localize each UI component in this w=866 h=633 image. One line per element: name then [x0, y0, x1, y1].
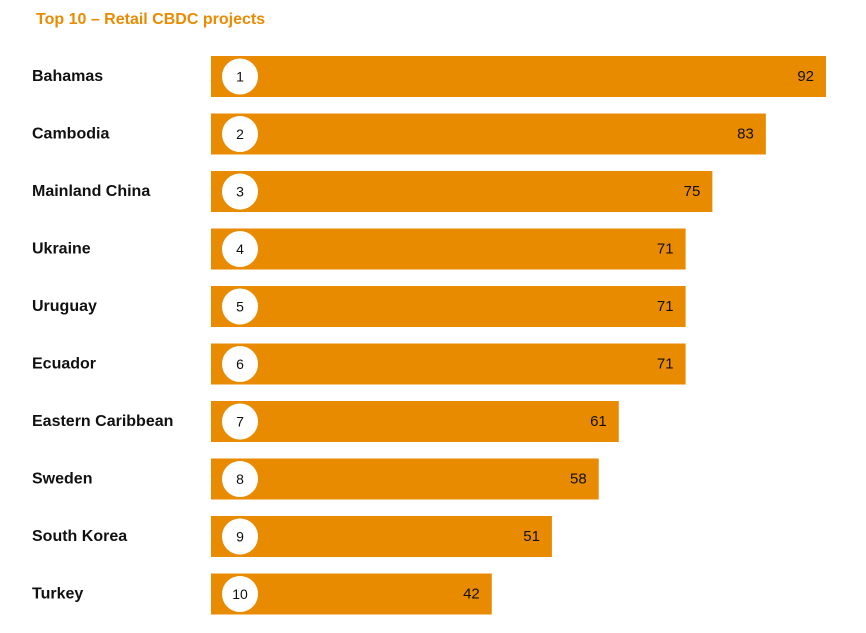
bar [211, 228, 686, 270]
bar-row: Turkey 10 42 [32, 573, 492, 615]
rank-badge [222, 173, 258, 210]
bar-row: South Korea 9 51 [32, 516, 552, 557]
bar-row: Ecuador 6 71 [32, 343, 686, 385]
rank-label: 2 [236, 126, 244, 142]
bar-row: Mainland China 3 75 [32, 171, 713, 212]
bar [211, 286, 686, 327]
rank-badge [222, 346, 258, 382]
rank-badge [222, 403, 258, 440]
bar [211, 343, 686, 385]
category-label: Uruguay [32, 298, 97, 315]
rank-badge [222, 461, 258, 497]
chart-title: Top 10 – Retail CBDC projects [36, 11, 266, 28]
rank-badge [222, 576, 258, 612]
value-label: 92 [797, 68, 814, 85]
value-label: 61 [590, 413, 607, 430]
bar-row: Cambodia 2 83 [32, 113, 766, 155]
value-label: 75 [684, 183, 701, 200]
value-label: 51 [523, 528, 540, 545]
bar-row: Sweden 8 58 [32, 458, 599, 500]
bar-row: Uruguay 5 71 [32, 286, 686, 327]
category-label: Turkey [32, 586, 83, 603]
rank-badge [222, 58, 258, 95]
rank-label: 4 [236, 241, 244, 257]
value-label: 83 [737, 126, 754, 143]
category-label: Ecuador [32, 356, 96, 373]
bar-row: Ukraine 4 71 [32, 228, 686, 270]
value-label: 71 [657, 356, 674, 373]
value-label: 71 [657, 241, 674, 258]
value-label: 71 [657, 298, 674, 315]
rank-badge [222, 231, 258, 267]
category-label: Ukraine [32, 241, 91, 258]
bar [211, 171, 713, 212]
value-label: 58 [570, 471, 587, 488]
rank-label: 9 [236, 529, 244, 545]
rank-label: 3 [236, 184, 244, 200]
value-label: 42 [463, 586, 480, 603]
rank-badge [222, 116, 258, 152]
category-label: Mainland China [32, 183, 150, 200]
category-label: Eastern Caribbean [32, 413, 173, 430]
bar [211, 516, 552, 557]
category-label: Cambodia [32, 126, 109, 143]
rank-label: 10 [232, 586, 248, 602]
rank-label: 7 [236, 414, 244, 430]
rank-label: 1 [236, 69, 244, 85]
category-label: Sweden [32, 471, 92, 488]
category-label: Bahamas [32, 68, 103, 85]
bar [211, 401, 619, 442]
bar-row: Bahamas 1 92 [32, 56, 826, 97]
rank-badge [222, 518, 258, 555]
bar [211, 56, 826, 97]
rank-label: 5 [236, 299, 244, 315]
rank-badge [222, 288, 258, 325]
rank-label: 8 [236, 471, 244, 487]
category-label: South Korea [32, 528, 127, 545]
bar-row: Eastern Caribbean 7 61 [32, 401, 619, 442]
rank-label: 6 [236, 356, 244, 372]
bar [211, 113, 766, 155]
bar [211, 458, 599, 500]
